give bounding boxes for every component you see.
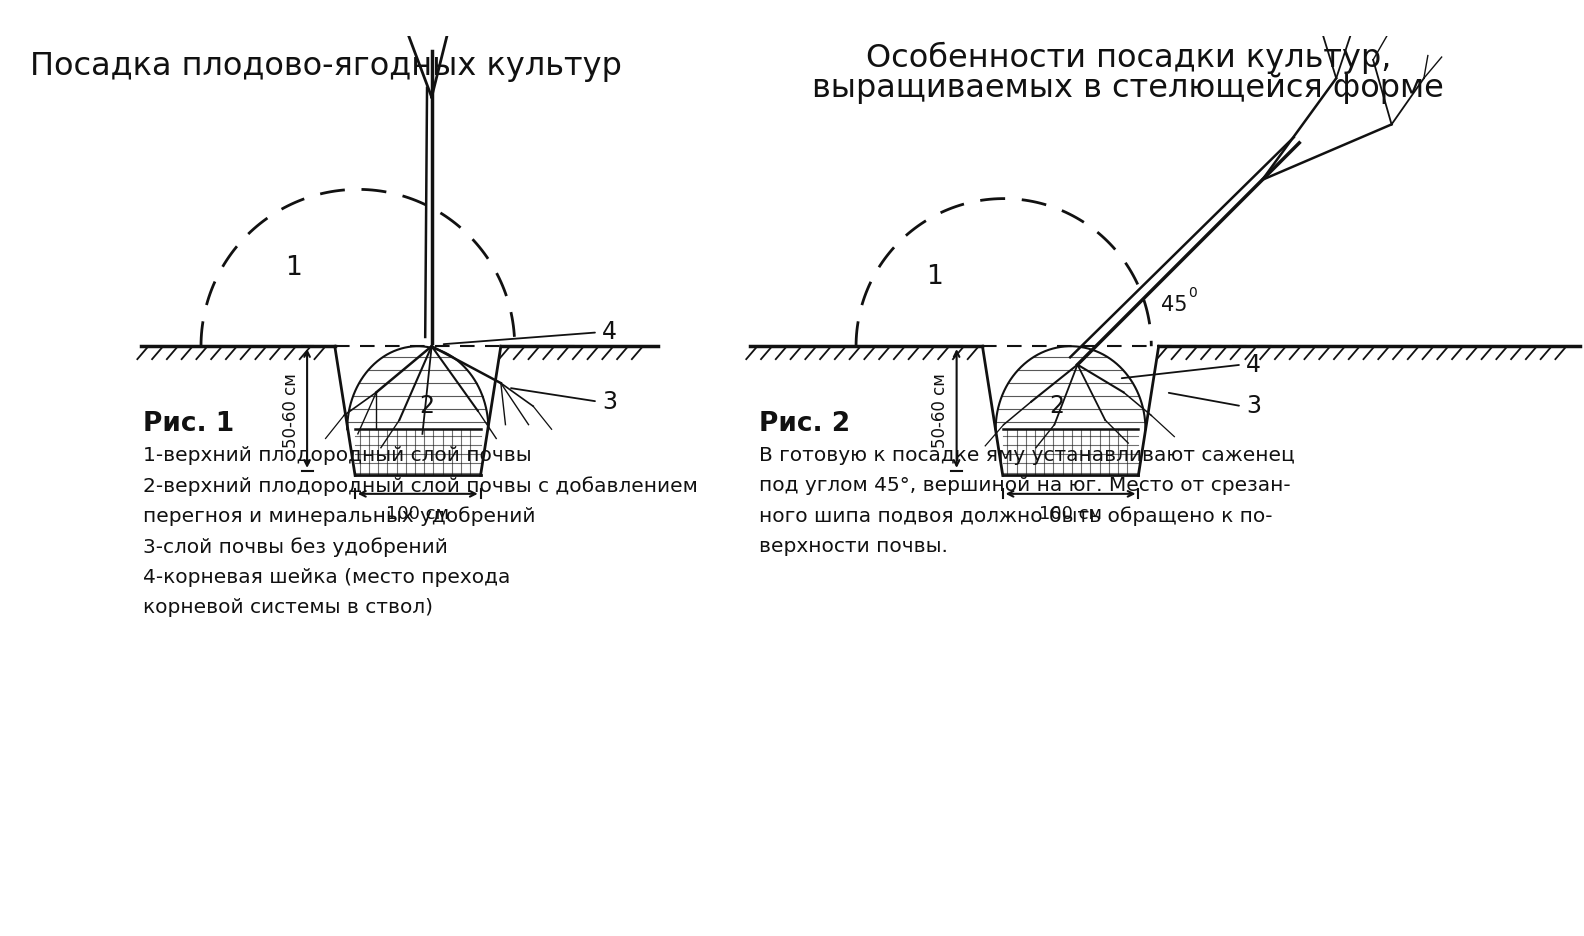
Text: 4: 4: [602, 320, 618, 344]
Text: ного шипа подвоя должно быть обращено к по-: ного шипа подвоя должно быть обращено к …: [759, 506, 1272, 526]
Text: Рис. 2: Рис. 2: [759, 411, 851, 437]
Text: 50-60 см: 50-60 см: [282, 373, 299, 448]
Text: 2-верхний плодородный слой почвы с добавлением: 2-верхний плодородный слой почвы с добав…: [143, 476, 697, 496]
Text: 1-верхний плодородный слой почвы: 1-верхний плодородный слой почвы: [143, 446, 532, 465]
Text: 45: 45: [1161, 295, 1186, 314]
Text: Особенности посадки культур,: Особенности посадки культур,: [865, 42, 1391, 74]
Text: верхности почвы.: верхности почвы.: [759, 537, 949, 556]
Text: корневой системы в ствол): корневой системы в ствол): [143, 598, 432, 617]
Text: 3: 3: [602, 389, 618, 414]
Text: выращиваемых в стелющейся форме: выращиваемых в стелющейся форме: [813, 72, 1445, 104]
Text: перегноя и минеральных удобрений: перегноя и минеральных удобрений: [143, 506, 535, 526]
Text: 3-слой почвы без удобрений: 3-слой почвы без удобрений: [143, 537, 448, 557]
Text: 4: 4: [1247, 353, 1261, 376]
Text: В готовую к посадке яму устанавливают саженец: В готовую к посадке яму устанавливают са…: [759, 446, 1296, 465]
Text: Посадка плодово-ягодных культур: Посадка плодово-ягодных культур: [30, 51, 621, 82]
Text: 4-корневая шейка (место прехода: 4-корневая шейка (место прехода: [143, 567, 510, 587]
Text: 2: 2: [1049, 394, 1064, 418]
Text: 0: 0: [1188, 285, 1198, 300]
Text: 1: 1: [927, 264, 942, 290]
Text: 100 см: 100 см: [386, 505, 450, 523]
Text: 100 см: 100 см: [1039, 505, 1102, 523]
Text: 50-60 см: 50-60 см: [931, 373, 949, 448]
Text: Рис. 1: Рис. 1: [143, 411, 234, 437]
Text: 3: 3: [1247, 394, 1261, 418]
Text: 2: 2: [420, 394, 434, 418]
Text: 1: 1: [285, 255, 301, 281]
Text: под углом 45°, вершиной на юг. Место от срезан-: под углом 45°, вершиной на юг. Место от …: [759, 476, 1291, 495]
